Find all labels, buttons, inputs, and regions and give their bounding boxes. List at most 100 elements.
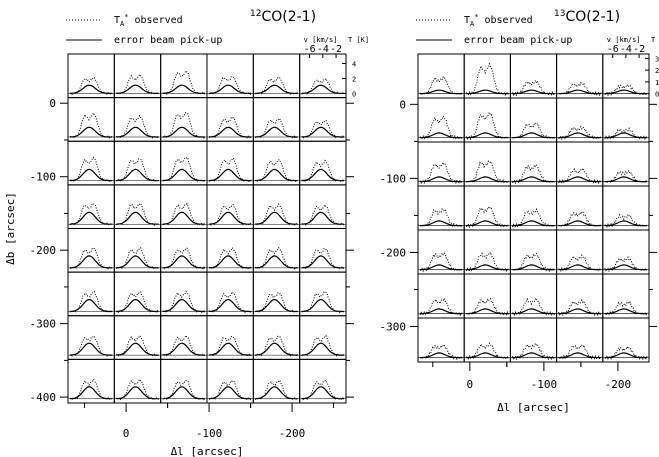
spectrum-cell <box>556 141 604 187</box>
error-beam-spectrum <box>301 168 344 182</box>
cell-frame <box>206 97 254 142</box>
observed-spectrum <box>465 205 509 229</box>
spectrum-cell <box>463 229 511 275</box>
error-beam-spectrum <box>162 168 205 182</box>
title-isotope: 12 <box>250 9 261 19</box>
cell-frame <box>299 271 347 317</box>
observed-spectrum <box>115 378 159 401</box>
error-beam-spectrum <box>208 255 252 269</box>
error-beam-spectrum <box>604 264 647 271</box>
cell-frame <box>463 273 511 319</box>
cell-frame <box>556 273 604 319</box>
observed-spectrum <box>465 250 509 273</box>
error-beam-spectrum <box>255 386 298 400</box>
error-beam-spectrum <box>420 132 463 139</box>
spectrum-cell <box>113 315 162 360</box>
title-line: CO(2-1) <box>565 9 620 25</box>
cell-frame <box>113 315 162 360</box>
spectrum-cell <box>463 273 511 319</box>
error-beam-spectrum <box>558 132 601 139</box>
error-beam-spectrum <box>208 386 252 400</box>
spectrum-cell <box>160 53 208 99</box>
error-beam-spectrum <box>604 308 647 315</box>
panel-12co21: 12CO(2-1) TA* observed error beam pick-up 0… <box>4 9 369 457</box>
cell-frame <box>160 97 208 142</box>
spectrum-cell <box>160 97 208 142</box>
cell-frame <box>252 315 301 360</box>
cell-frame <box>160 53 208 99</box>
error-beam-spectrum <box>162 298 205 313</box>
error-beam-spectrum <box>70 126 113 138</box>
cell-frame <box>206 184 254 229</box>
cell-frame <box>509 273 558 319</box>
error-beam-spectrum <box>69 168 113 182</box>
error-beam-spectrum <box>604 132 647 139</box>
observed-spectrum <box>116 334 160 357</box>
observed-spectrum <box>419 208 463 229</box>
observed-spectrum <box>558 166 601 185</box>
error-beam-spectrum <box>162 342 205 356</box>
error-beam-spectrum <box>162 126 205 138</box>
error-beam-spectrum <box>209 126 252 138</box>
spectrum-cell <box>299 228 347 273</box>
spectrum-cell <box>67 53 115 99</box>
error-beam-spectrum <box>558 352 601 359</box>
observed-spectrum <box>162 202 205 226</box>
cell-frame <box>113 358 162 404</box>
spectrum-cell <box>602 185 650 231</box>
cell-frame <box>417 141 465 187</box>
y-tick-label: -200 <box>30 244 57 257</box>
inset-x-tick-label: -4 <box>620 44 632 55</box>
spectrum-cell <box>299 97 347 142</box>
observed-spectrum <box>254 292 299 314</box>
cell-frame <box>509 229 558 275</box>
cell-frame <box>602 53 650 99</box>
spectrum-cell <box>509 185 558 231</box>
cell-frame <box>556 97 604 143</box>
spectrum-cell <box>509 97 558 143</box>
error-beam-spectrum <box>420 220 463 227</box>
observed-spectrum <box>69 335 113 357</box>
cell-frame <box>509 97 558 143</box>
observed-spectrum <box>604 301 648 317</box>
inset-y-label: T [K] <box>348 36 369 44</box>
legend-T: T <box>114 15 120 26</box>
cell-frame <box>463 185 511 231</box>
cell-frame <box>206 271 254 317</box>
spectrum-cell <box>252 184 301 229</box>
error-beam-spectrum <box>466 220 509 227</box>
observed-spectrum <box>301 119 345 139</box>
inset-y-tick-label: 2 <box>352 75 356 83</box>
spectrum-cell <box>67 140 115 186</box>
spectrum-cell <box>299 184 347 229</box>
error-beam-spectrum <box>466 132 509 139</box>
inset-x-label: v [km/s] <box>304 36 338 44</box>
legend: TA* observed error beam pick-up <box>416 13 572 46</box>
spectrum-cell <box>602 97 650 143</box>
inset-axes: -6 -4 -2 0 2 4 v [km/s] T [K] <box>304 36 369 98</box>
error-beam-spectrum <box>116 84 159 95</box>
observed-spectrum <box>69 111 113 139</box>
spectrum-cell <box>67 315 115 360</box>
error-beam-spectrum <box>466 89 509 95</box>
observed-spectrum <box>465 62 509 97</box>
spectrum-cell <box>206 53 254 99</box>
error-beam-spectrum <box>420 264 463 271</box>
cell-frame <box>602 141 650 187</box>
spectrum-cell <box>160 315 208 360</box>
error-beam-spectrum <box>301 84 344 95</box>
title-isotope: 13 <box>554 9 565 19</box>
spectrum-cell <box>160 140 208 186</box>
spectrum-cell <box>417 317 465 363</box>
legend-suffix: observed <box>128 15 182 26</box>
error-beam-spectrum <box>301 298 344 313</box>
cell-frame <box>67 140 115 186</box>
cell-frame <box>556 317 604 363</box>
spectrum-cell <box>556 185 604 231</box>
observed-spectrum <box>301 247 345 270</box>
observed-spectrum <box>69 290 113 314</box>
y-tick-label: -200 <box>380 246 407 259</box>
cell-frame <box>160 228 208 273</box>
